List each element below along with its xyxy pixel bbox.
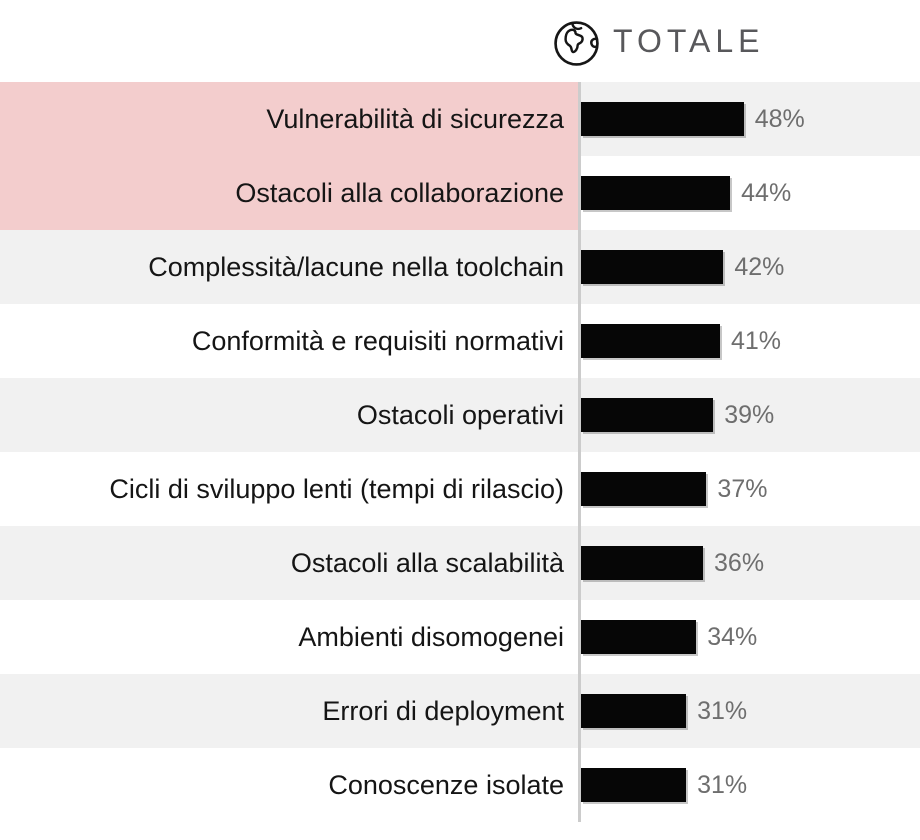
category-label: Ostacoli operativi bbox=[0, 378, 581, 452]
bar bbox=[581, 102, 744, 136]
category-label: Ostacoli alla scalabilità bbox=[0, 526, 581, 600]
globe-icon bbox=[554, 20, 599, 66]
chart-row: Cicli di sviluppo lenti (tempi di rilasc… bbox=[0, 452, 920, 526]
chart-row: Ambienti disomogenei 34% bbox=[0, 600, 920, 674]
bar-cell: 41% bbox=[581, 304, 920, 378]
category-label: Ambienti disomogenei bbox=[0, 600, 581, 674]
chart-row: Conformità e requisiti normativi 41% bbox=[0, 304, 920, 378]
category-label: Conoscenze isolate bbox=[0, 748, 581, 822]
bar-cell: 31% bbox=[581, 748, 920, 822]
bar bbox=[581, 250, 724, 284]
category-label: Ostacoli alla collaborazione bbox=[0, 156, 581, 230]
bar-rows: Vulnerabilità di sicurezza 48% Ostacoli … bbox=[0, 82, 920, 822]
value-label: 41% bbox=[730, 326, 782, 355]
category-label: Errori di deployment bbox=[0, 674, 581, 748]
chart-row: Conoscenze isolate 31% bbox=[0, 748, 920, 822]
category-label: Vulnerabilità di sicurezza bbox=[0, 82, 581, 156]
chart-row: Errori di deployment 31% bbox=[0, 674, 920, 748]
chart-row: Ostacoli alla scalabilità 36% bbox=[0, 526, 920, 600]
bar bbox=[581, 694, 687, 728]
value-label: 42% bbox=[734, 252, 785, 281]
value-label: 31% bbox=[697, 696, 748, 725]
category-label: Conformità e requisiti normativi bbox=[0, 304, 581, 378]
bar bbox=[581, 472, 707, 506]
bar bbox=[581, 620, 697, 654]
bar bbox=[581, 546, 704, 580]
value-label: 39% bbox=[724, 400, 775, 429]
value-label: 37% bbox=[717, 474, 768, 503]
bar-cell: 36% bbox=[581, 526, 920, 600]
bar-cell: 37% bbox=[581, 452, 920, 526]
value-label: 44% bbox=[741, 178, 792, 207]
bar bbox=[581, 398, 714, 432]
chart-header: TOTALE bbox=[0, 0, 920, 82]
bar-cell: 34% bbox=[581, 600, 920, 674]
value-label: 31% bbox=[697, 770, 748, 799]
chart-row: Complessità/lacune nella toolchain 42% bbox=[0, 230, 920, 304]
bar-cell: 39% bbox=[581, 378, 920, 452]
bar-cell: 48% bbox=[581, 82, 920, 156]
bar-cell: 42% bbox=[581, 230, 920, 304]
chart-row: Vulnerabilità di sicurezza 48% bbox=[0, 82, 920, 156]
bar bbox=[581, 324, 720, 358]
value-label: 36% bbox=[714, 548, 765, 577]
value-label: 34% bbox=[707, 622, 758, 651]
category-label: Cicli di sviluppo lenti (tempi di rilasc… bbox=[0, 452, 581, 526]
chart-row: Ostacoli alla collaborazione 44% bbox=[0, 156, 920, 230]
bar bbox=[581, 176, 731, 210]
bar-cell: 44% bbox=[581, 156, 920, 230]
category-label: Complessità/lacune nella toolchain bbox=[0, 230, 581, 304]
chart-row: Ostacoli operativi 39% bbox=[0, 378, 920, 452]
bar-cell: 31% bbox=[581, 674, 920, 748]
bar bbox=[581, 768, 687, 802]
chart-title: TOTALE bbox=[613, 22, 765, 59]
value-label: 48% bbox=[754, 104, 805, 133]
